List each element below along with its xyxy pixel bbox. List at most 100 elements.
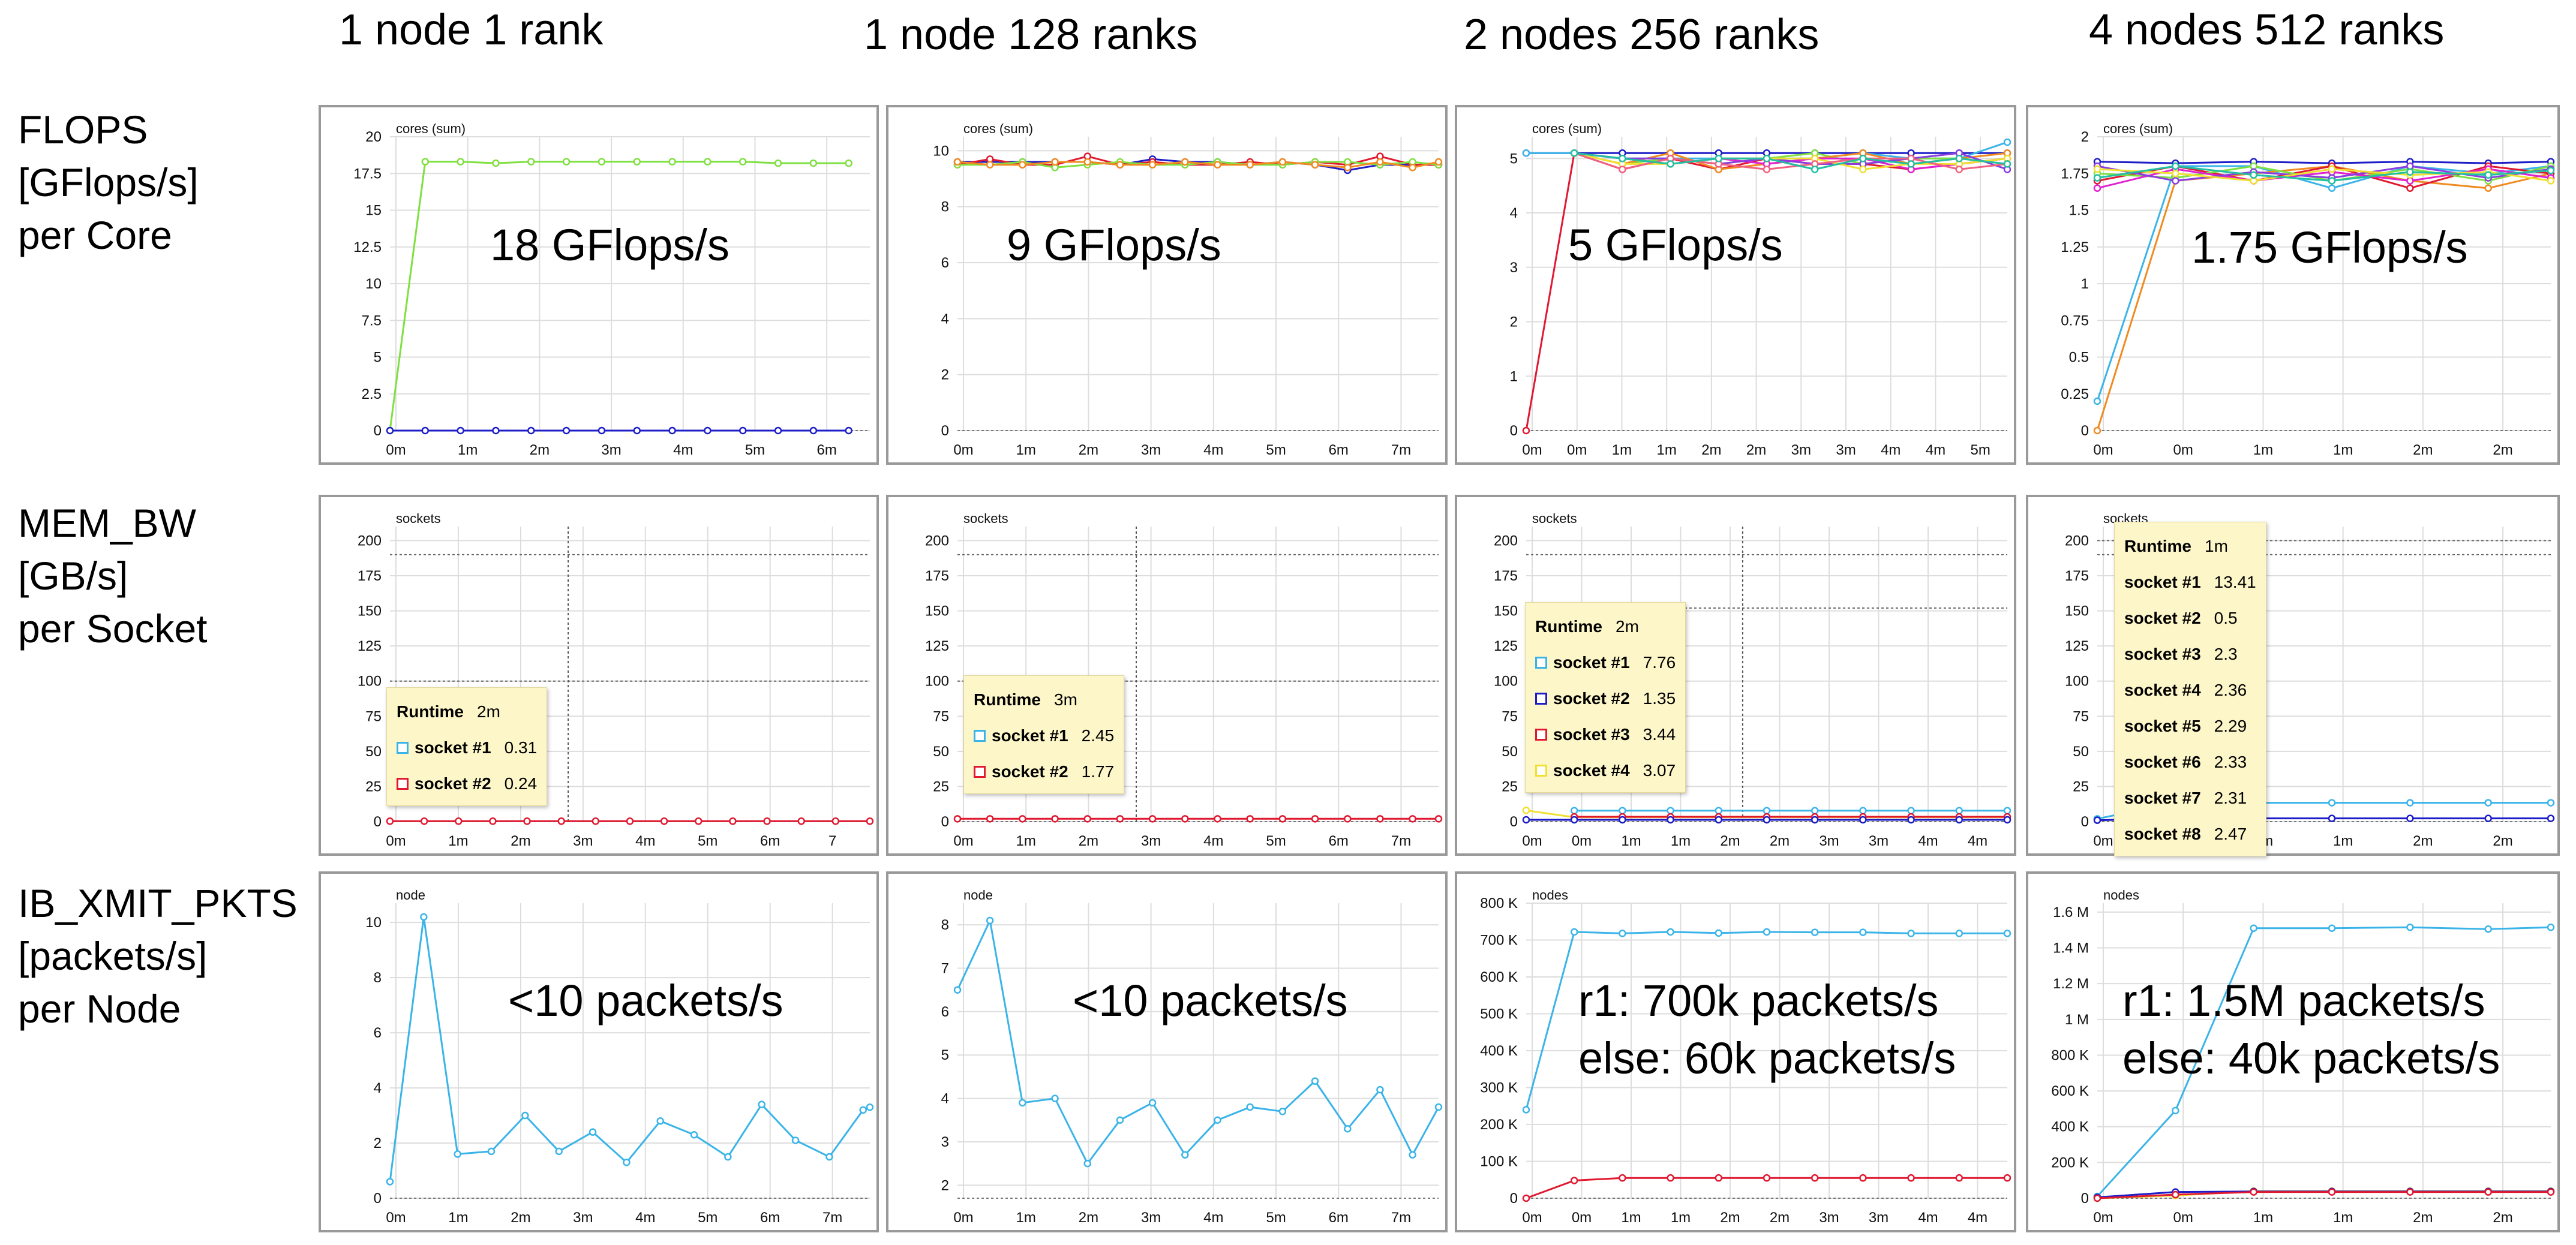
chart-title: cores (sum) bbox=[396, 121, 466, 136]
data-point bbox=[421, 158, 430, 166]
y-tick-label: 8 bbox=[374, 970, 382, 986]
data-point bbox=[986, 815, 994, 823]
x-tick-label: 2m bbox=[530, 442, 550, 458]
y-tick-label: 0 bbox=[1510, 1190, 1518, 1207]
data-point bbox=[2003, 816, 2011, 824]
y-tick-label: 5 bbox=[941, 1047, 949, 1063]
y-tick-label: 0 bbox=[374, 1190, 382, 1207]
annotation-text: 5 GFlops/s bbox=[1568, 220, 1783, 270]
data-point bbox=[1116, 1116, 1124, 1124]
y-tick-label: 300 K bbox=[1480, 1080, 1518, 1096]
y-tick-label: 50 bbox=[365, 744, 382, 760]
y-tick-label: 150 bbox=[1494, 603, 1518, 620]
data-point bbox=[1619, 807, 1626, 814]
panel-frame bbox=[319, 105, 879, 465]
x-tick-label: 4m bbox=[1968, 1210, 1987, 1226]
data-point bbox=[1907, 816, 1915, 824]
data-point bbox=[656, 1117, 664, 1125]
data-point bbox=[1955, 816, 1963, 824]
y-tick-label: 500 K bbox=[1480, 1006, 1518, 1023]
annotation-text: <10 packets/s bbox=[508, 976, 783, 1026]
data-point bbox=[2093, 165, 2101, 173]
x-tick-label: 6m bbox=[760, 1210, 780, 1226]
data-point bbox=[809, 426, 818, 435]
annotation-text: 1.75 GFlops/s bbox=[2191, 222, 2468, 272]
tooltip-header-value: 2m bbox=[477, 702, 500, 721]
data-point bbox=[1278, 1108, 1287, 1115]
data-point bbox=[1376, 158, 1384, 166]
x-tick-label: 1m bbox=[2253, 442, 2273, 458]
data-point bbox=[492, 159, 500, 167]
tooltip-series-value: 0.5 bbox=[2214, 609, 2238, 627]
y-tick-label: 2 bbox=[374, 1135, 382, 1151]
data-point bbox=[598, 158, 606, 166]
x-tick-label: 2m bbox=[1770, 833, 1790, 849]
data-point bbox=[1811, 1174, 1819, 1182]
tooltip-series-label: socket #3 bbox=[1553, 725, 1630, 744]
y-tick-label: 2 bbox=[1510, 314, 1518, 330]
x-tick-label: 4m bbox=[1926, 442, 1945, 458]
y-tick-label: 2.5 bbox=[362, 386, 382, 402]
x-tick-label: 4m bbox=[1918, 833, 1938, 849]
data-point bbox=[1522, 149, 1530, 157]
hover-tooltip: Runtime 2m socket #1 7.76 socket #2 1.35 socke… bbox=[1525, 602, 1686, 793]
panel-frame bbox=[886, 871, 1448, 1232]
x-tick-label: 0m bbox=[2093, 1210, 2113, 1226]
x-tick-label: 4m bbox=[1968, 833, 1987, 849]
row-label-line: MEM_BW bbox=[18, 501, 196, 545]
x-tick-label: 3m bbox=[1141, 833, 1161, 849]
panel-frame bbox=[2026, 495, 2560, 856]
series-line bbox=[1574, 152, 2008, 170]
annotation-text: else: 60k packets/s bbox=[1578, 1033, 1956, 1083]
tooltip-row: socket #7 2.31 bbox=[2124, 780, 2256, 816]
x-tick-label: 0m bbox=[386, 442, 406, 458]
data-point bbox=[1859, 155, 1867, 163]
data-point bbox=[986, 916, 994, 925]
y-tick-label: 0 bbox=[1510, 423, 1518, 439]
chart-svg: cores (sum) 0 0.25 0.5 0.75 1 1.25 1.5 1.75 2 0m 0m… bbox=[2026, 105, 2560, 465]
y-tick-label: 0 bbox=[1510, 814, 1518, 830]
data-point bbox=[1570, 807, 1578, 814]
y-tick-label: 600 K bbox=[2051, 1083, 2089, 1099]
data-point bbox=[1955, 807, 1963, 814]
chart-panel-flops-2nodes-256ranks: cores (sum) 0 1 2 3 4 5 0m 0m 1m 1m 2m 2m 3m 3m 4m 4m 5m 5… bbox=[1455, 105, 2016, 465]
y-tick-label: 800 K bbox=[2051, 1047, 2089, 1063]
x-tick-label: 4m bbox=[1203, 442, 1223, 458]
data-point bbox=[386, 426, 394, 435]
tooltip-swatch bbox=[1535, 765, 1547, 777]
data-point bbox=[589, 1128, 597, 1136]
x-tick-label: 3m bbox=[573, 833, 593, 849]
annotation-text: 18 GFlops/s bbox=[490, 220, 729, 270]
x-tick-label: 2m bbox=[2493, 1210, 2512, 1226]
tooltip-row: socket #4 3.07 bbox=[1535, 753, 1676, 789]
tooltip-header-label: Runtime bbox=[2124, 537, 2191, 555]
x-tick-label: 3m bbox=[1836, 442, 1856, 458]
y-tick-label: 4 bbox=[941, 311, 949, 327]
data-point bbox=[1570, 816, 1578, 824]
series-line bbox=[1574, 152, 2008, 170]
y-tick-label: 5 bbox=[374, 350, 382, 366]
data-point bbox=[1763, 1174, 1771, 1182]
data-point bbox=[2484, 171, 2492, 179]
data-point bbox=[1376, 1085, 1384, 1094]
data-point bbox=[1715, 816, 1723, 824]
data-point bbox=[1181, 815, 1189, 823]
y-tick-label: 4 bbox=[1510, 205, 1518, 221]
y-tick-label: 0 bbox=[2081, 814, 2089, 830]
chart-svg: node 2 3 4 5 6 7 8 0m 1m 2m 3m 4m 5m 6m 7m <10 packets/s bbox=[886, 871, 1448, 1232]
data-point bbox=[1522, 426, 1530, 435]
data-point bbox=[2172, 162, 2179, 170]
chart-panel-ib-1node-128ranks: node 2 3 4 5 6 7 8 0m 1m 2m 3m 4m 5m 6m 7m <10 packets/s bbox=[886, 871, 1448, 1232]
data-point bbox=[455, 817, 463, 825]
row-label-line: IB_XMIT_PKTS bbox=[18, 881, 298, 925]
tooltip-row: socket #8 2.47 bbox=[2124, 816, 2256, 852]
x-tick-label: 1m bbox=[1016, 833, 1036, 849]
chart-panel-flops-1node-1rank: cores (sum) 0 2.5 5 7.5 10 12.5 15 17.5 20 0m 1m 2m 3… bbox=[319, 105, 879, 465]
data-point bbox=[1409, 1151, 1416, 1159]
x-tick-label: 4m bbox=[673, 442, 693, 458]
data-point bbox=[2093, 397, 2101, 405]
y-tick-label: 6 bbox=[941, 1004, 949, 1020]
data-point bbox=[2484, 799, 2492, 807]
data-point bbox=[1955, 930, 1963, 937]
tooltip-series-value: 0.24 bbox=[504, 774, 538, 793]
